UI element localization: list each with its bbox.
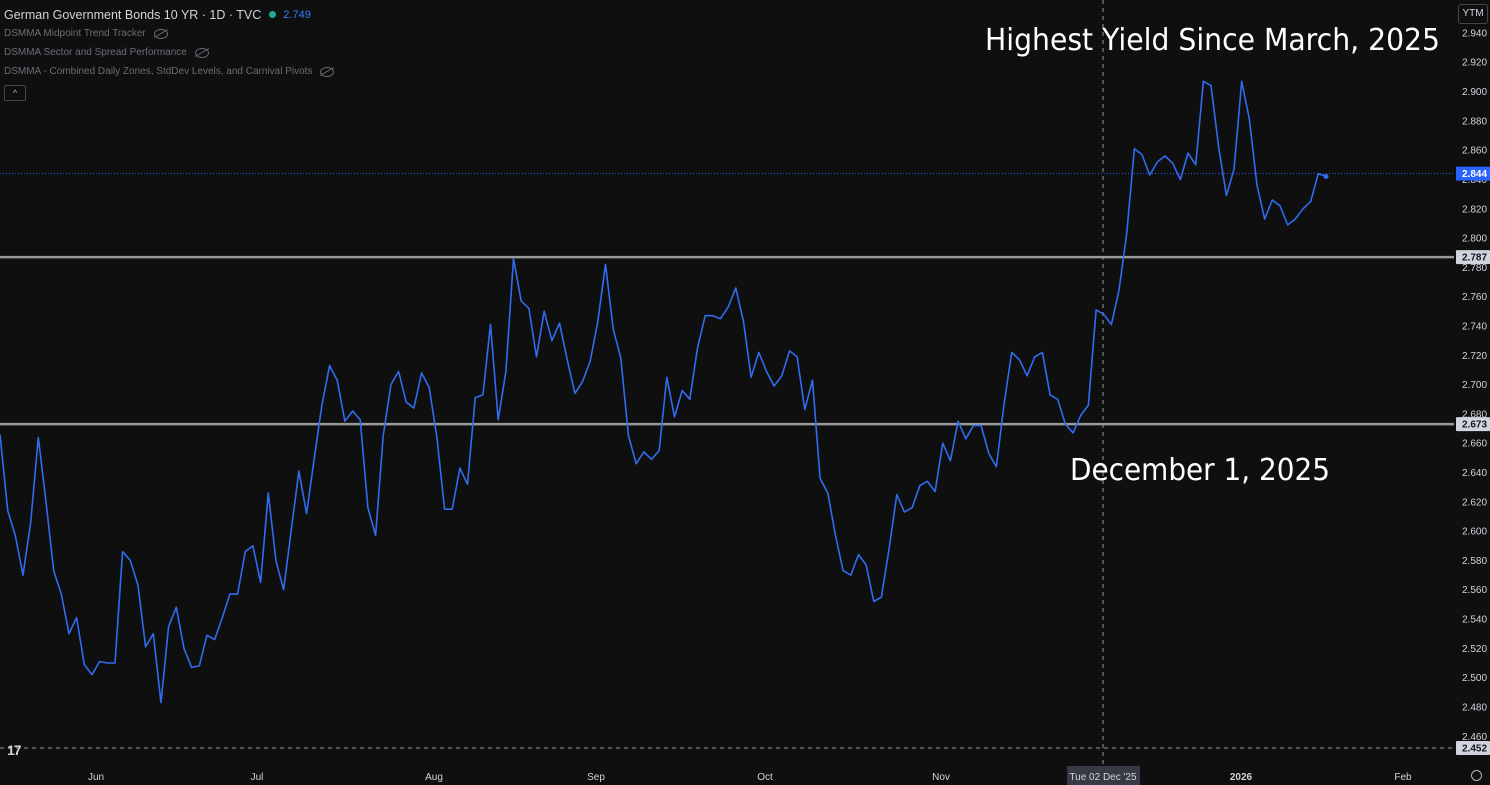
x-tick-label: 2026 <box>1230 772 1253 783</box>
y-tick-label: 2.540 <box>1462 615 1487 626</box>
y-tick-label: 2.640 <box>1462 468 1487 479</box>
y-tick-label: 2.800 <box>1462 234 1487 245</box>
indicator-name[interactable]: DSMMA Midpoint Trend Tracker <box>4 28 146 39</box>
market-status-icon <box>269 11 277 18</box>
crosshair-date-box <box>1067 766 1140 785</box>
last-price-tag: 2.844 <box>1462 169 1487 180</box>
y-tick-label: 2.920 <box>1462 58 1487 69</box>
scale-mode-label: YTM <box>1462 8 1484 19</box>
time-axis[interactable] <box>0 765 1490 785</box>
symbol-title[interactable]: German Government Bonds 10 YR · 1D · TVC <box>4 7 262 22</box>
y-tick-label: 2.500 <box>1462 673 1487 684</box>
y-tick-label: 2.700 <box>1462 380 1487 391</box>
annotation-highest-yield: Highest Yield Since March, 2025 <box>985 23 1440 58</box>
level-price-tag-box <box>1456 250 1490 265</box>
y-tick-label: 2.480 <box>1462 702 1487 713</box>
indicator-row-1[interactable]: DSMMA Midpoint Trend Tracker <box>4 24 334 43</box>
collapse-legend-button[interactable]: ^ <box>4 85 26 101</box>
indicator-row-3[interactable]: DSMMA - Combined Daily Zones, StdDev Lev… <box>4 62 335 81</box>
legend-symbol-row[interactable]: German Government Bonds 10 YR · 1D · TVC… <box>4 5 334 24</box>
x-tick-label: Nov <box>932 772 950 783</box>
x-tick-label: Jul <box>251 772 264 783</box>
hidden-eye-icon[interactable] <box>320 66 335 77</box>
y-tick-label: 2.780 <box>1462 263 1487 274</box>
level-price-tag-box <box>1456 741 1490 755</box>
y-tick-label: 2.660 <box>1462 439 1487 450</box>
indicator-row-2[interactable]: DSMMA Sector and Spread Performance <box>4 43 334 62</box>
x-tick-label: Jun <box>88 772 104 783</box>
chart-legend: German Government Bonds 10 YR · 1D · TVC… <box>4 5 335 101</box>
y-tick-label: 2.880 <box>1462 116 1487 127</box>
x-tick-label: Oct <box>757 772 773 783</box>
symbol-price: 2.749 <box>283 8 311 21</box>
scale-mode-button[interactable]: YTM <box>1458 4 1488 24</box>
y-tick-label: 2.560 <box>1462 585 1487 596</box>
hidden-eye-icon[interactable] <box>153 28 168 39</box>
level-price-tag: 2.452 <box>1462 744 1487 755</box>
crosshair-date-label: Tue 02 Dec '25 <box>1069 772 1137 783</box>
y-tick-label: 2.860 <box>1462 146 1487 157</box>
y-tick-label: 2.680 <box>1462 409 1487 420</box>
level-price-tag: 2.787 <box>1462 253 1487 264</box>
last-price-tag-box <box>1456 166 1490 181</box>
y-tick-label: 2.900 <box>1462 87 1487 98</box>
y-tick-label: 2.720 <box>1462 351 1487 362</box>
last-point-marker <box>1323 174 1329 180</box>
y-tick-label: 2.940 <box>1462 28 1487 39</box>
settings-gear-icon[interactable] <box>1471 770 1482 781</box>
x-tick-label: Feb <box>1394 772 1412 783</box>
annotation-december: December 1, 2025 <box>1070 453 1330 488</box>
y-tick-label: 2.760 <box>1462 292 1487 303</box>
y-tick-label: 2.460 <box>1462 732 1487 743</box>
indicator-name[interactable]: DSMMA - Combined Daily Zones, StdDev Lev… <box>4 66 313 77</box>
price-axis[interactable] <box>1454 0 1490 765</box>
y-tick-label: 2.740 <box>1462 321 1487 332</box>
yield-series-line[interactable] <box>0 80 1327 704</box>
level-price-tag: 2.673 <box>1462 420 1487 431</box>
tradingview-logo-icon[interactable]: 17 <box>7 742 22 758</box>
level-price-tag-box <box>1456 417 1490 432</box>
y-tick-label: 2.620 <box>1462 497 1487 508</box>
hidden-eye-icon[interactable] <box>194 47 209 58</box>
y-tick-label: 2.600 <box>1462 527 1487 538</box>
y-tick-label: 2.580 <box>1462 556 1487 567</box>
indicator-name[interactable]: DSMMA Sector and Spread Performance <box>4 47 187 58</box>
y-tick-label: 2.520 <box>1462 644 1487 655</box>
x-tick-label: Aug <box>425 772 443 783</box>
x-tick-label: Sep <box>587 772 605 783</box>
y-tick-label: 2.820 <box>1462 204 1487 215</box>
